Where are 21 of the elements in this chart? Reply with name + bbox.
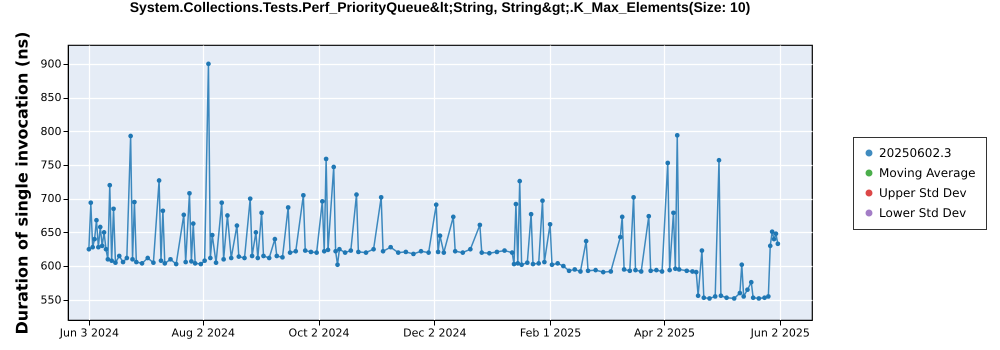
- y-axis-title: Duration of single invocation (ns): [12, 32, 32, 334]
- y-tick-label: 550: [40, 293, 62, 306]
- x-tick-label: Apr 2 2025: [634, 326, 695, 340]
- y-tick-label: 650: [40, 226, 62, 239]
- x-tick-label: Aug 2 2024: [172, 326, 235, 340]
- y-tick-label: 800: [40, 124, 62, 138]
- y-tick-label: 850: [40, 91, 62, 104]
- legend-label: Moving Average: [879, 166, 976, 180]
- y-tick-label: 700: [40, 192, 62, 206]
- legend-label: 20250602.3: [879, 146, 952, 160]
- x-tick-label: Dec 2 2024: [403, 326, 466, 340]
- x-tick-label: Jun 3 2024: [58, 326, 119, 340]
- y-tick-label: 600: [40, 260, 62, 273]
- y-tick-label: 750: [40, 158, 62, 172]
- x-tick-label: Jun 2 2025: [750, 326, 810, 340]
- legend-label: Upper Std Dev: [879, 186, 967, 200]
- x-tick-label: Oct 2 2024: [288, 326, 350, 340]
- legend-label: Lower Std Dev: [879, 206, 966, 220]
- y-tick-label: 900: [40, 57, 62, 70]
- chart-title: System.Collections.Tests.Perf_PriorityQueue&lt;String, String&gt;.K_Max_Elements(Size: 10): [130, 0, 750, 16]
- x-tick-label: Feb 1 2025: [520, 326, 582, 340]
